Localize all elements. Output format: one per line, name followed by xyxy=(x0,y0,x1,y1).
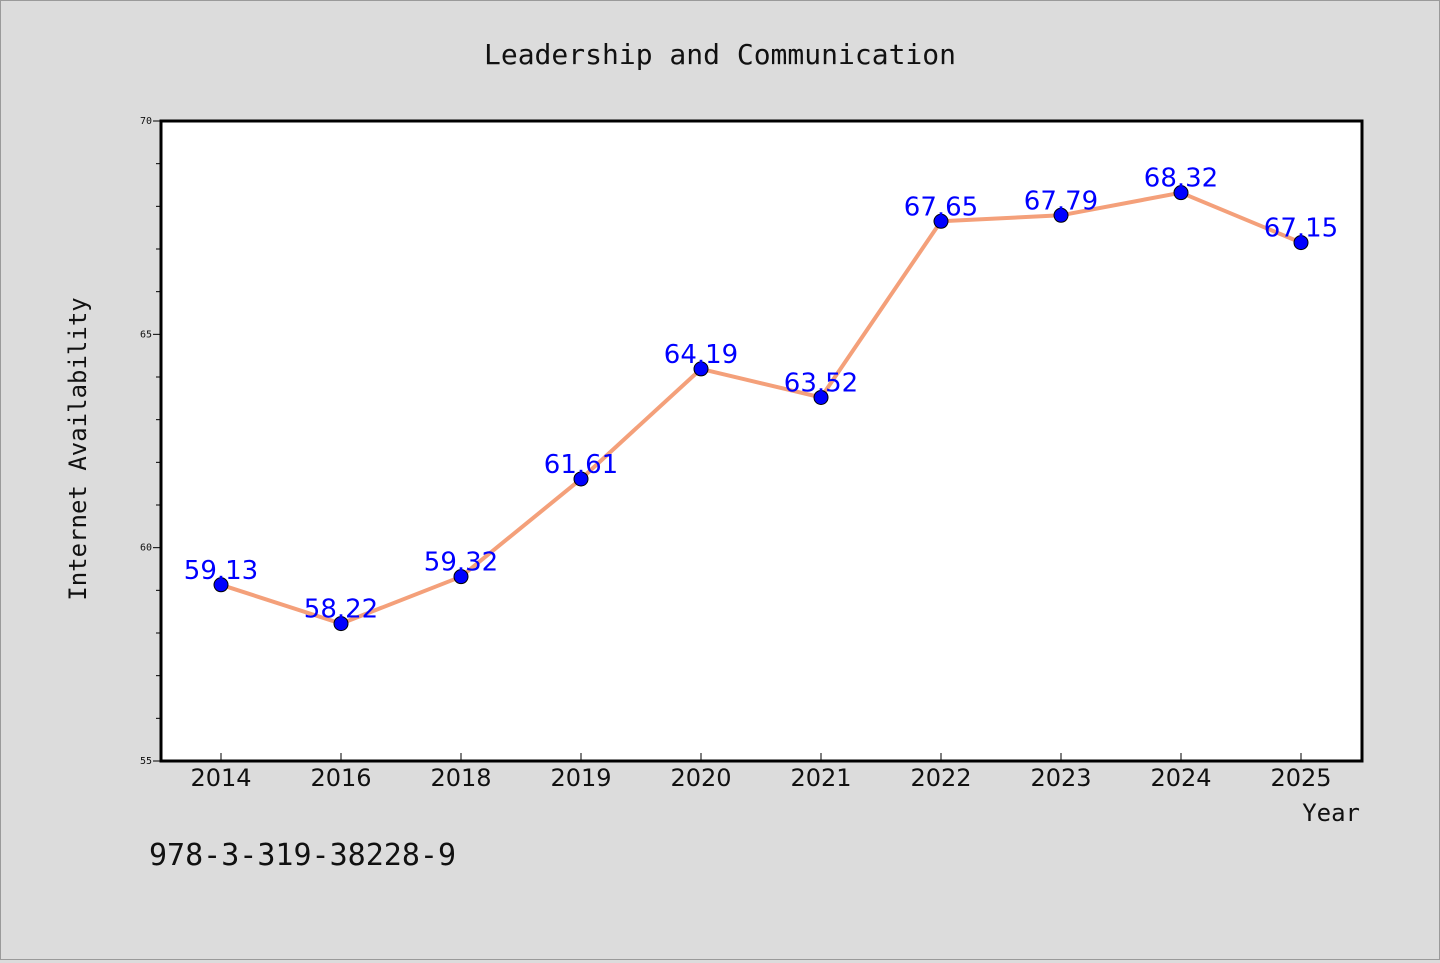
series-line xyxy=(220,190,1302,626)
data-point xyxy=(1173,185,1189,201)
data-label: 68.32 xyxy=(1144,164,1218,194)
data-point xyxy=(813,389,829,405)
data-label: 67.15 xyxy=(1264,214,1338,244)
plot-border xyxy=(159,119,1364,763)
x-tick-label: 2025 xyxy=(1270,764,1331,792)
y-tick-label: 55 xyxy=(140,756,152,767)
data-label: 58.22 xyxy=(304,595,378,625)
data-label: 64.19 xyxy=(664,340,738,370)
data-point xyxy=(933,213,949,229)
data-point xyxy=(333,616,349,632)
x-tick-label: 2016 xyxy=(310,764,371,792)
x-tick-label: 2024 xyxy=(1150,764,1211,792)
plot-area xyxy=(161,121,1362,761)
y-axis: 55 60 65 70 xyxy=(140,116,161,767)
data-labels: 59.13 58.22 59.32 61.61 64.19 63.52 67.65 67.79… xyxy=(184,164,1338,625)
x-tick-label: 2018 xyxy=(430,764,491,792)
data-point xyxy=(1293,235,1309,251)
x-tick-label: 2021 xyxy=(790,764,851,792)
x-tick-label: 2014 xyxy=(190,764,251,792)
y-tick-label: 60 xyxy=(140,543,152,554)
y-axis-label: Internet Availability xyxy=(64,297,92,600)
x-tick-label: 2022 xyxy=(910,764,971,792)
y-tick-label: 70 xyxy=(140,116,152,127)
data-label: 59.13 xyxy=(184,556,258,586)
data-label: 67.65 xyxy=(904,192,978,222)
data-label: 61.61 xyxy=(544,450,618,480)
chart-title: Leadership and Communication xyxy=(484,38,956,71)
x-tick-label: 2019 xyxy=(550,764,611,792)
series-markers xyxy=(213,185,1309,632)
x-tick-label: 2020 xyxy=(670,764,731,792)
data-point xyxy=(453,569,469,585)
data-label: 67.79 xyxy=(1024,186,1098,216)
data-point xyxy=(693,361,709,377)
data-label: 63.52 xyxy=(784,368,858,398)
data-point xyxy=(573,471,589,487)
x-axis-label: Year xyxy=(1302,799,1360,827)
data-point xyxy=(1053,207,1069,223)
x-tick-label: 2023 xyxy=(1030,764,1091,792)
data-point xyxy=(213,577,229,593)
data-label: 59.32 xyxy=(424,548,498,578)
y-tick-label: 65 xyxy=(140,329,152,340)
x-axis: 2014 2016 2018 2019 2020 2021 2022 2023 2024 2025 xyxy=(190,753,1332,792)
isbn-text: 978-3-319-38228-9 xyxy=(149,838,456,873)
